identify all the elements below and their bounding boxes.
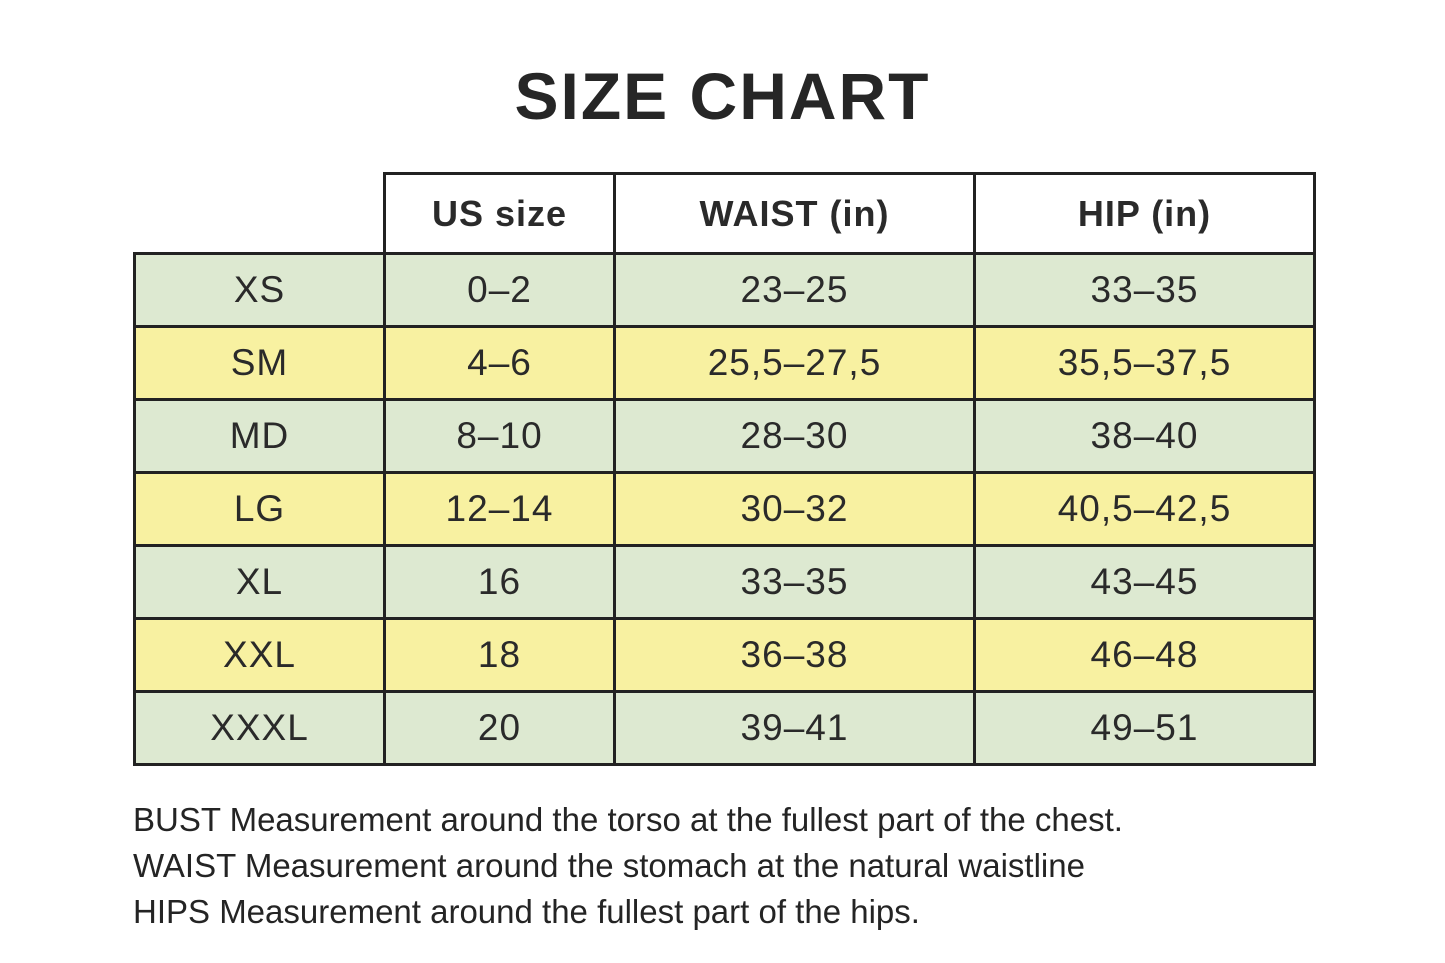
table-header-row: US size WAIST (in) HIP (in) [135,172,1316,255]
hip-value: 40,5–42,5 [973,471,1316,547]
hip-value: 38–40 [973,398,1316,474]
size-label: XXXL [133,690,386,766]
waist-value: 28–30 [613,398,976,474]
us-size-value: 12–14 [383,471,616,547]
us-size-value: 4–6 [383,325,616,401]
table-row-xxxl: XXXL 20 39–41 49–51 [133,690,1316,766]
waist-value: 39–41 [613,690,976,766]
hip-value: 49–51 [973,690,1316,766]
column-header-hip: HIP (in) [973,172,1316,255]
size-label: XXL [133,617,386,693]
size-label: LG [133,471,386,547]
hip-value: 35,5–37,5 [973,325,1316,401]
us-size-value: 20 [383,690,616,766]
table-row-md: MD 8–10 28–30 38–40 [133,398,1316,474]
measurement-notes: BUST Measurement around the torso at the… [133,797,1123,935]
size-label: MD [133,398,386,474]
table-row-xxl: XXL 18 36–38 46–48 [133,617,1316,693]
table-row-xl: XL 16 33–35 43–45 [133,544,1316,620]
table-row-lg: LG 12–14 30–32 40,5–42,5 [133,471,1316,547]
column-header-us-size: US size [383,172,616,255]
column-header-waist: WAIST (in) [613,172,976,255]
page-title: SIZE CHART [514,59,931,133]
hip-value: 43–45 [973,544,1316,620]
table-row-xs: XS 0–2 23–25 33–35 [133,252,1316,328]
size-label: XL [133,544,386,620]
note-hips: HIPS Measurement around the fullest part… [133,893,920,930]
hip-value: 33–35 [973,252,1316,328]
hip-value: 46–48 [973,617,1316,693]
size-label: XS [133,252,386,328]
note-bust: BUST Measurement around the torso at the… [133,801,1123,838]
us-size-value: 18 [383,617,616,693]
waist-value: 30–32 [613,471,976,547]
waist-value: 23–25 [613,252,976,328]
size-label: SM [133,325,386,401]
note-waist: WAIST Measurement around the stomach at … [133,847,1085,884]
table-row-sm: SM 4–6 25,5–27,5 35,5–37,5 [133,325,1316,401]
size-chart-table: US size WAIST (in) HIP (in) XS 0–2 23–25… [133,172,1316,766]
waist-value: 33–35 [613,544,976,620]
waist-value: 36–38 [613,617,976,693]
us-size-value: 8–10 [383,398,616,474]
us-size-value: 16 [383,544,616,620]
us-size-value: 0–2 [383,252,616,328]
waist-value: 25,5–27,5 [613,325,976,401]
corner-empty-cell [135,174,385,254]
